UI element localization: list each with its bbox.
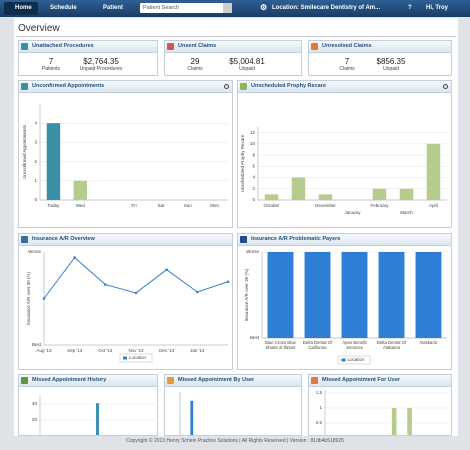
stat-value: 7	[48, 57, 54, 66]
panel-header: Missed Appointment History	[19, 375, 157, 387]
panel-title: Missed Appointment History	[32, 377, 107, 383]
stat-value: 29	[190, 57, 200, 66]
x-tick-label: Delta Dental Of California	[302, 340, 333, 350]
stat: $2,764.35 Unpaid Procedures	[71, 57, 131, 72]
location-selector[interactable]: Location: Smilecare Dentistry of Am...	[272, 5, 381, 11]
schedule-menu[interactable]: Schedule	[50, 5, 77, 11]
card-header: Unresolved Claims	[309, 41, 451, 53]
stat-value: $2,764.35	[83, 57, 119, 66]
panel-title: Insurance A/R Problematic Payers	[251, 236, 341, 242]
settings-icon[interactable]: ⚙	[260, 3, 268, 12]
chart-panel: Missed Appointment For User	[308, 374, 452, 436]
panel-title: Insurance A/R Overview	[32, 236, 95, 242]
chart-panel: Insurance A/R Overview	[18, 233, 233, 370]
panel-header: Unscheduled Prophy Recare	[238, 81, 451, 93]
stat-value: $5,004.81	[229, 57, 265, 66]
nav-bar: Home Schedule Patient Patient Search ⚙ L…	[0, 0, 470, 17]
chart-panel: Unscheduled Prophy Recare	[237, 80, 452, 228]
summary-card[interactable]: Unresolved Claims 7 Claims $856.35 Unpaid	[308, 40, 452, 76]
stat-label: Claims	[339, 66, 355, 72]
stat: 29 Claims	[165, 57, 225, 72]
stat-label: Unpaid Procedures	[79, 66, 123, 72]
chart-panel: Missed Appointment History	[18, 374, 158, 436]
patient-search[interactable]: Patient Search	[140, 3, 232, 13]
home-label: Home	[15, 5, 32, 11]
stat-label: Patients	[41, 66, 61, 72]
card-header: Unattached Procedures	[19, 41, 157, 53]
x-tick-label: Blue Cross Blue Shield of Illinois	[265, 340, 296, 350]
panel-header: Insurance A/R Problematic Payers	[238, 234, 451, 246]
settings-icon[interactable]	[443, 84, 448, 89]
footer: Copyright © 2013 Henry Schein Practice S…	[126, 438, 344, 444]
x-tick-label: AlaskaAir	[419, 340, 438, 345]
x-tick-label: Delta Dental Of Alabama	[376, 340, 407, 350]
x-tick-label: Apex Benefit Services	[342, 340, 367, 350]
stat: 7 Patients	[21, 57, 81, 72]
settings-icon[interactable]	[224, 84, 229, 89]
panel-header: Unconfirmed Appointments	[19, 81, 232, 93]
card-title: Unsent Claims	[178, 43, 217, 49]
patient-menu[interactable]: Patient	[103, 5, 124, 11]
search-placeholder: Patient Search	[143, 5, 180, 11]
card-title: Unresolved Claims	[322, 43, 372, 49]
page-title: Overview	[18, 23, 60, 34]
summary-card[interactable]: Unsent Claims 29 Claims $5,004.81 Unpaid	[164, 40, 302, 76]
search-button[interactable]	[223, 3, 232, 13]
panel-header: Missed Appointment By User	[165, 375, 301, 387]
summary-card[interactable]: Unattached Procedures 7 Patients $2,764.3…	[18, 40, 158, 76]
panel-title: Unconfirmed Appointments	[32, 83, 105, 89]
panel-title: Missed Appointment By User	[178, 377, 255, 383]
card-header: Unsent Claims	[165, 41, 301, 53]
stat: $856.35 Unpaid	[361, 57, 421, 72]
panel-header: Insurance A/R Overview	[19, 234, 232, 246]
panel-title: Unscheduled Prophy Recare	[251, 83, 326, 89]
home-button[interactable]: Home	[4, 2, 38, 15]
panel-title: Missed Appointment For User	[322, 377, 401, 383]
stat-label: Unpaid	[383, 66, 399, 72]
card-title: Unattached Procedures	[32, 43, 94, 49]
divider	[16, 36, 456, 37]
chart-panel: Missed Appointment By User	[164, 374, 302, 436]
stat: 7 Claims	[317, 57, 377, 72]
panel-header: Missed Appointment For User	[309, 375, 451, 387]
stat: $5,004.81 Unpaid	[217, 57, 277, 72]
stat-value: 7	[344, 57, 350, 66]
chart-panel: Unconfirmed Appointments	[18, 80, 233, 228]
user-menu[interactable]: Hi, Troy	[426, 5, 449, 11]
stat-value: $856.35	[376, 57, 406, 66]
stat-label: Unpaid	[239, 66, 255, 72]
stat-label: Claims	[187, 66, 203, 72]
help-menu[interactable]: ?	[408, 5, 412, 11]
